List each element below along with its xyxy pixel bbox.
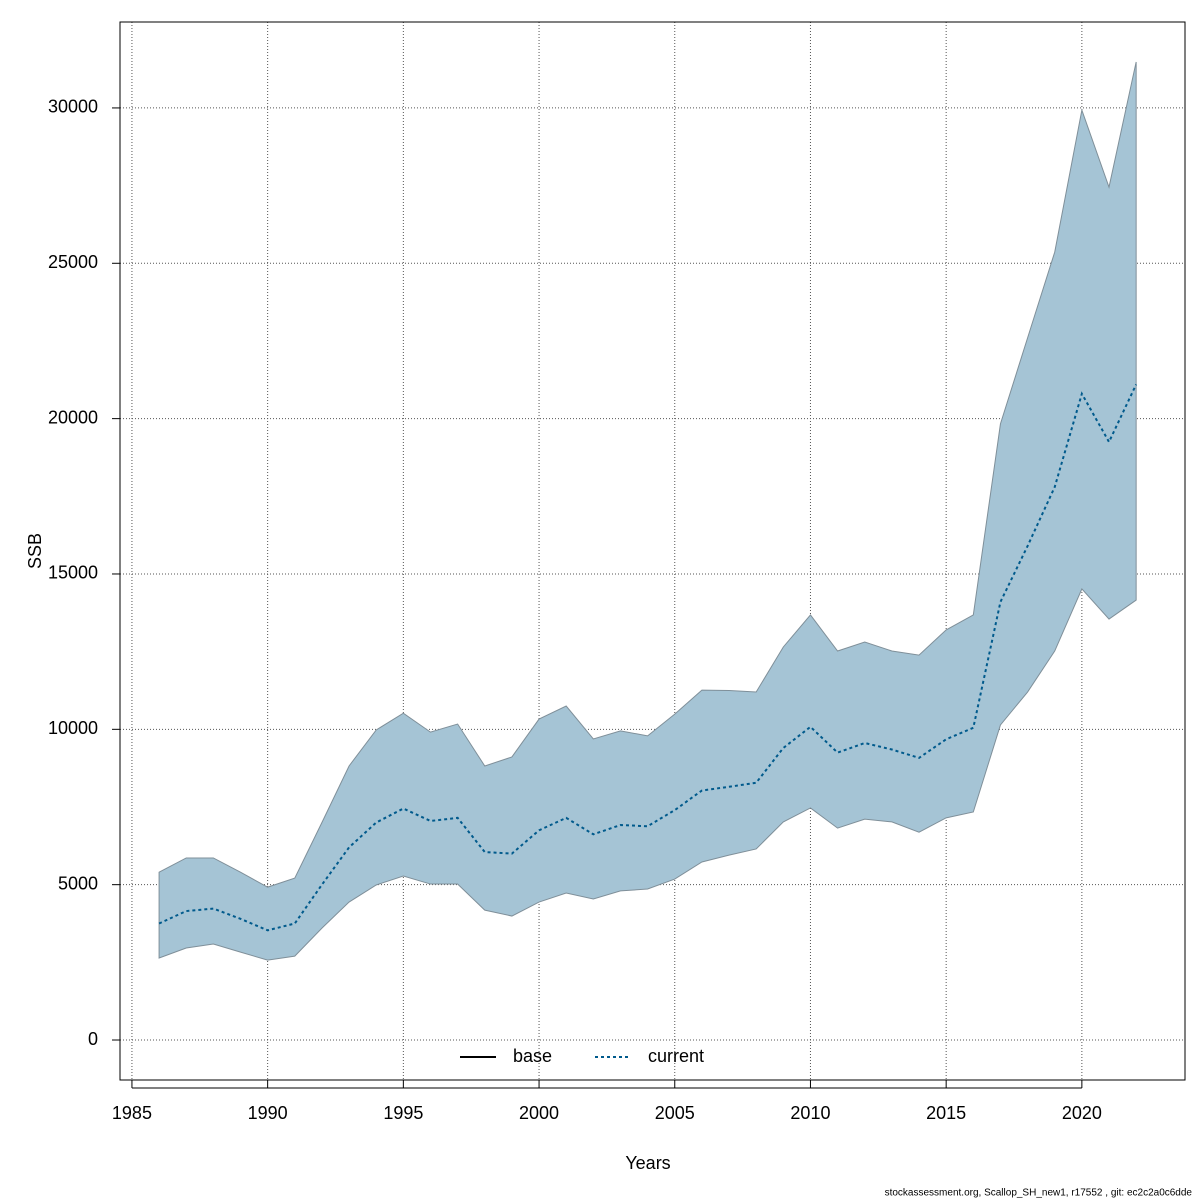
x-tick-label: 1990: [248, 1103, 288, 1123]
legend-label: current: [648, 1046, 704, 1066]
y-tick-label: 10000: [48, 718, 98, 738]
x-axis-label: Years: [625, 1153, 670, 1173]
x-tick-label: 2010: [790, 1103, 830, 1123]
x-tick-label: 1985: [112, 1103, 152, 1123]
y-tick-label: 30000: [48, 97, 98, 117]
y-tick-label: 0: [88, 1029, 98, 1049]
y-axis-label: SSB: [25, 533, 45, 569]
confidence-band: [158, 61, 1137, 961]
footnote: stockassessment.org, Scallop_SH_new1, r1…: [885, 1188, 1193, 1199]
x-tick-label: 2000: [519, 1103, 559, 1123]
y-tick-label: 25000: [48, 252, 98, 272]
x-tick-label: 1995: [383, 1103, 423, 1123]
y-tick-label: 15000: [48, 563, 98, 583]
x-tick-label: 2005: [655, 1103, 695, 1123]
x-tick-label: 2015: [926, 1103, 966, 1123]
x-tick-label: 2020: [1062, 1103, 1102, 1123]
plot-frame: [119, 21, 1186, 1081]
y-tick-label: 20000: [48, 407, 98, 427]
legend-label: base: [513, 1046, 552, 1066]
y-tick-label: 5000: [58, 873, 98, 893]
